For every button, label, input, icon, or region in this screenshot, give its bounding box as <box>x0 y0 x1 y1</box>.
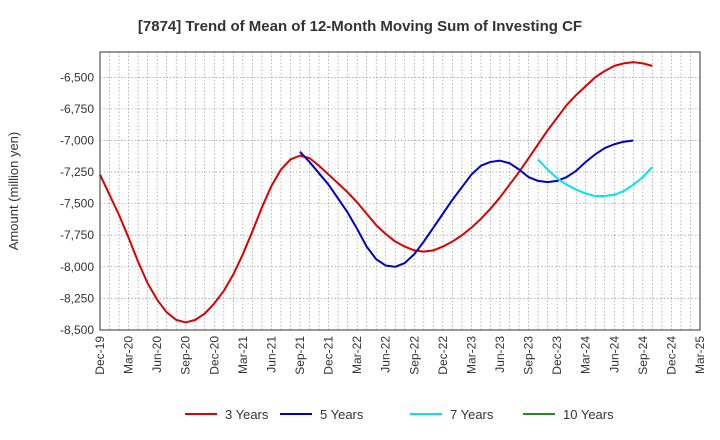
x-tick-label: Sep-20 <box>179 336 193 375</box>
y-tick-label: -7,250 <box>60 165 94 179</box>
x-tick-label: Mar-24 <box>579 336 593 374</box>
chart-title: [7874] Trend of Mean of 12-Month Moving … <box>138 18 582 35</box>
series-line-3-years <box>99 61 653 324</box>
x-tick-label: Dec-23 <box>550 336 564 375</box>
y-tick-label: -8,000 <box>60 260 94 274</box>
legend-label-10-years: 10 Years <box>563 407 614 422</box>
x-tick-label: Jun-24 <box>607 336 621 373</box>
x-axis: Dec-19 Mar-20 Jun-20 Sep-20 Dec-20 Mar-21 Jun-… <box>93 336 707 375</box>
x-tick-label: Dec-24 <box>664 336 678 375</box>
plot-frame <box>99 51 701 331</box>
y-tick-label: -6,500 <box>60 70 94 84</box>
legend-label-3-years: 3 Years <box>225 407 269 422</box>
x-tick-label: Mar-21 <box>236 336 250 374</box>
series-line-5-years <box>299 139 634 268</box>
x-tick-label: Dec-22 <box>436 336 450 375</box>
x-tick-label: Jun-21 <box>264 336 278 373</box>
grid <box>100 52 700 331</box>
y-axis: -6,500 -6,750 -7,000 -7,250 -7,500 -7,750 -8,0… <box>60 70 94 337</box>
legend: 3 Years 5 Years 7 Years 10 Years <box>185 407 614 422</box>
y-tick-label: -7,000 <box>60 133 94 147</box>
x-tick-label: Mar-20 <box>122 336 136 374</box>
y-tick-label: -6,750 <box>60 102 94 116</box>
plot-area <box>100 52 700 330</box>
x-tick-label: Mar-23 <box>464 336 478 374</box>
series-group <box>99 61 654 324</box>
x-tick-label: Jun-23 <box>493 336 507 373</box>
y-axis-label: Amount (million yen) <box>6 132 21 251</box>
x-tick-label: Jun-20 <box>150 336 164 373</box>
x-tick-label: Mar-25 <box>693 336 707 374</box>
series-line-7-years <box>537 158 654 198</box>
y-tick-label: -7,500 <box>60 197 94 211</box>
y-tick-label: -8,250 <box>60 291 94 305</box>
x-tick-label: Dec-21 <box>322 336 336 375</box>
x-tick-label: Jun-22 <box>379 336 393 373</box>
y-tick-label: -8,500 <box>60 323 94 337</box>
x-tick-label: Sep-22 <box>407 336 421 375</box>
y-tick-label: -7,750 <box>60 228 94 242</box>
x-tick-label: Sep-21 <box>293 336 307 375</box>
x-tick-label: Dec-19 <box>93 336 107 375</box>
x-tick-label: Sep-23 <box>522 336 536 375</box>
x-tick-label: Mar-22 <box>350 336 364 374</box>
x-tick-label: Dec-20 <box>207 336 221 375</box>
legend-label-5-years: 5 Years <box>320 407 364 422</box>
x-tick-label: Sep-24 <box>636 336 650 375</box>
legend-label-7-years: 7 Years <box>450 407 494 422</box>
